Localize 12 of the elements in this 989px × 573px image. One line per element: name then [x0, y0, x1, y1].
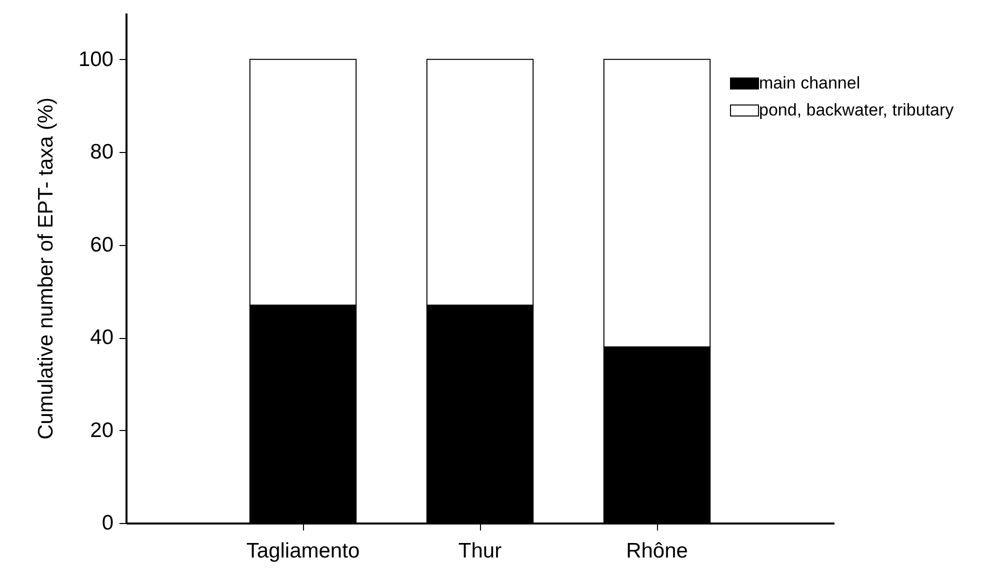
y-tick-label: 80	[90, 140, 114, 164]
x-tick-label: Rhône	[626, 540, 688, 562]
y-tick-label: 100	[78, 48, 114, 71]
x-tick-label: Tagliamento	[246, 540, 360, 562]
y-tick-label: 40	[90, 326, 114, 350]
legend-label: pond, backwater, tributary	[759, 100, 954, 120]
y-axis-title: Cumulative number of EPT- taxa (%)	[34, 98, 58, 440]
x-tick-label: Thur	[458, 540, 502, 562]
y-tick-label: 20	[90, 418, 114, 442]
y-tick-label: 60	[90, 233, 114, 256]
y-tick-label: 0	[102, 512, 114, 534]
legend-label: main channel	[759, 74, 860, 92]
